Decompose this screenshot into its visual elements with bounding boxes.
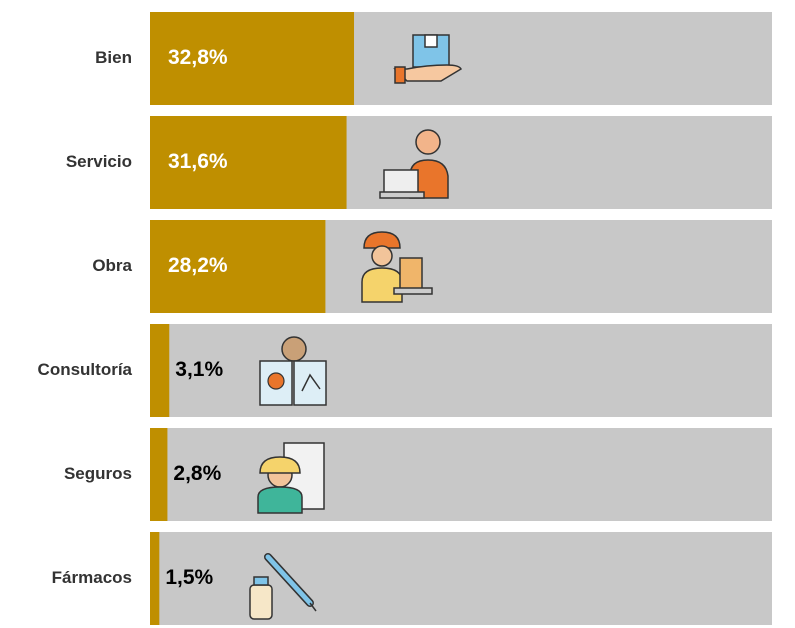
track (150, 324, 772, 417)
bar (150, 428, 168, 521)
icon-construction (361, 231, 433, 303)
value-label: 28,2% (168, 254, 228, 277)
category-label: Bien (95, 48, 132, 67)
category-label: Obra (92, 256, 132, 275)
icon-box-hand (393, 34, 462, 84)
track (150, 428, 772, 521)
bar (150, 116, 347, 209)
bar (150, 12, 355, 105)
value-label: 32,8% (168, 46, 228, 69)
icons (249, 34, 462, 620)
icon-pharma (249, 553, 317, 620)
category-label: Seguros (64, 464, 132, 483)
bar (150, 220, 326, 313)
icon-consulting (259, 336, 327, 406)
category-label: Servicio (66, 152, 132, 171)
value-label: 2,8% (173, 462, 221, 485)
bar (150, 324, 170, 417)
icon-support (379, 129, 449, 199)
track (150, 532, 772, 625)
value-label: 1,5% (165, 566, 213, 589)
value-label: 3,1% (175, 358, 223, 381)
bars: Bien 32,8% Servicio 31,6% Obra 28,2% Consultor… (38, 12, 772, 625)
value-label: 31,6% (168, 150, 228, 173)
bar (150, 532, 160, 625)
category-label: Fármacos (52, 568, 132, 587)
category-label: Consultoría (38, 360, 133, 379)
icon-insurance (257, 442, 325, 514)
